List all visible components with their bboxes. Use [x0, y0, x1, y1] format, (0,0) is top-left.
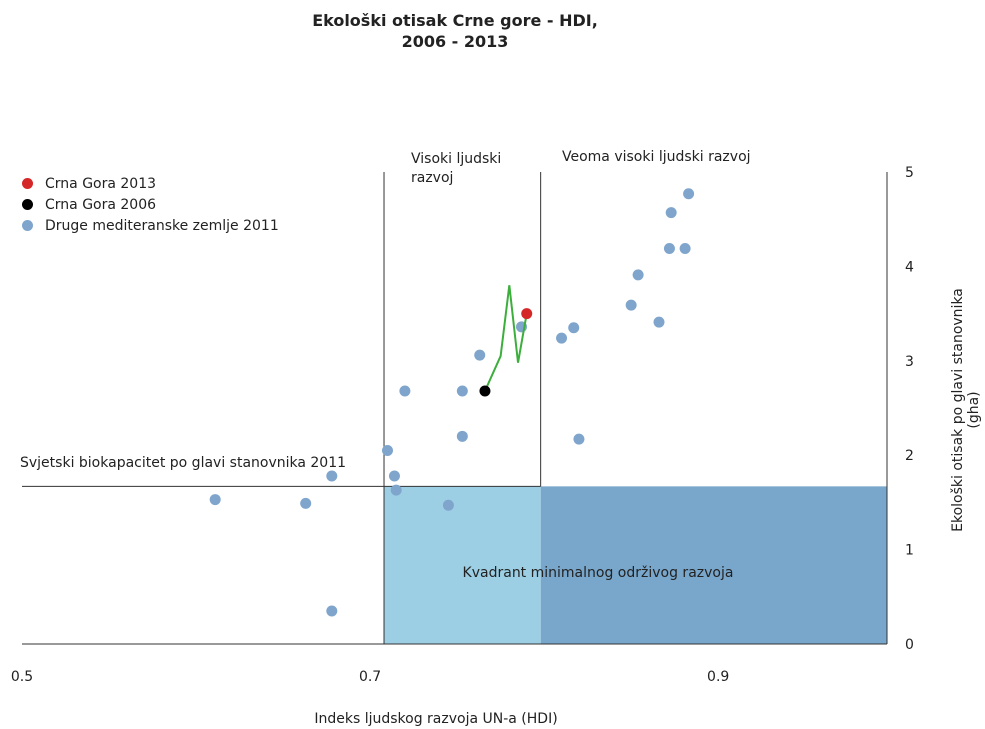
reference-line-label: Svjetski biokapacitet po glavi stanovnik…	[20, 455, 346, 471]
data-point-mediterranean	[456, 385, 468, 397]
data-point-mediterranean	[300, 497, 312, 509]
y-axis-label: Ekološki otisak po glavi stanovnika (gha…	[950, 288, 982, 532]
data-point-mediterranean	[679, 242, 691, 254]
data-point-mediterranean	[326, 605, 338, 617]
legend-item-montenegro-2006: Crna Gora 2006	[22, 194, 279, 215]
y-tick-label: 2	[905, 448, 914, 464]
data-point-mediterranean	[456, 430, 468, 442]
threshold-label-high-line-1: Visoki ljudski	[411, 151, 501, 167]
data-point-mediterranean	[653, 316, 665, 328]
quadrant-high-area	[384, 486, 541, 644]
data-point-mediterranean	[625, 299, 637, 311]
data-point-mediterranean	[632, 269, 644, 281]
legend-item-montenegro-2013: Crna Gora 2013	[22, 173, 279, 194]
quadrant-very-high-area	[540, 486, 887, 644]
chart-title-line-2: 2006 - 2013	[401, 32, 509, 51]
threshold-label-high-line-2: razvoj	[411, 170, 453, 186]
legend-marker-red	[22, 178, 33, 189]
legend-marker-blue	[22, 220, 33, 231]
data-point-mediterranean	[568, 322, 580, 334]
trajectory-line	[484, 285, 528, 392]
x-tick-label: 0.5	[11, 669, 33, 685]
legend: Crna Gora 2013 Crna Gora 2006 Druge medi…	[22, 173, 279, 236]
data-point-mediterranean	[573, 433, 585, 445]
legend-label: Druge mediteranske zemlje 2011	[45, 217, 279, 234]
y-tick-label: 4	[905, 259, 914, 275]
data-point-mediterranean	[388, 470, 400, 482]
data-point-mediterranean	[556, 332, 568, 344]
data-point-montenegro-2006	[479, 385, 491, 397]
data-point-mediterranean	[399, 385, 411, 397]
data-point-mediterranean	[390, 484, 402, 496]
y-tick-label: 3	[905, 354, 914, 370]
x-axis-label: Indeks ljudskog razvoja UN-a (HDI)	[314, 711, 557, 727]
x-tick-label: 0.7	[359, 669, 381, 685]
y-tick-label: 1	[905, 543, 914, 559]
data-point-mediterranean	[474, 349, 486, 361]
quadrant-label: Kvadrant minimalnog održivog razvoja	[463, 565, 734, 581]
data-point-mediterranean	[326, 470, 338, 482]
y-tick-label: 0	[905, 637, 914, 653]
legend-label: Crna Gora 2006	[45, 196, 157, 213]
threshold-label-very-high: Veoma visoki ljudski razvoj	[562, 149, 751, 165]
data-point-mediterranean	[209, 494, 221, 506]
chart-title: Ekološki otisak Crne gore - HDI, 2006 - …	[0, 10, 910, 52]
legend-label: Crna Gora 2013	[45, 175, 157, 192]
y-tick-label: 5	[905, 165, 914, 181]
legend-item-mediterranean: Druge mediteranske zemlje 2011	[22, 215, 279, 236]
data-point-mediterranean	[381, 444, 393, 456]
y-axis-label-line-1: Ekološki otisak po glavi stanovnika	[950, 288, 966, 532]
data-point-mediterranean	[663, 242, 675, 254]
y-axis-label-line-2: (gha)	[966, 391, 982, 429]
data-point-montenegro-2013	[521, 308, 533, 320]
data-point-mediterranean	[683, 188, 695, 200]
data-point-mediterranean	[665, 207, 677, 219]
legend-marker-black	[22, 199, 33, 210]
x-tick-label: 0.9	[707, 669, 729, 685]
chart-title-line-1: Ekološki otisak Crne gore - HDI,	[312, 11, 598, 30]
data-point-mediterranean	[442, 499, 454, 511]
